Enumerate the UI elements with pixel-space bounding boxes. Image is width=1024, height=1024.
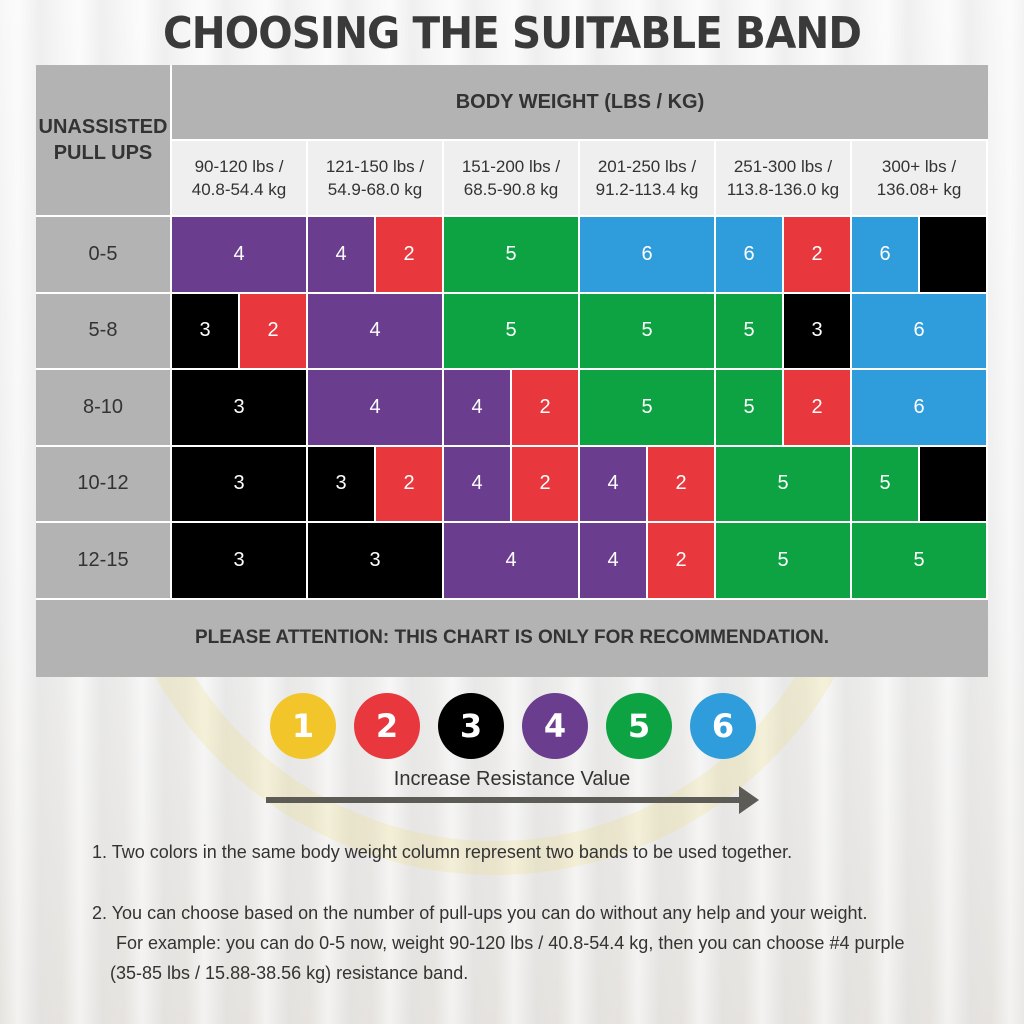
band-cell: 4 (580, 446, 646, 521)
band-cell: 4 (308, 217, 374, 292)
band-cell: 3 (308, 446, 374, 521)
column-header-weight-kg: 40.8-54.4 kg (191, 180, 287, 199)
band-cell: 4 (172, 217, 306, 292)
resistance-arrow-line (266, 797, 741, 803)
column-header-6: 300+ lbs / 136.08+ kg (852, 141, 986, 215)
note-2-line-3: (35-85 lbs / 15.88-38.56 kg) resistance … (110, 963, 469, 983)
column-header-weight-lbs: 201-250 lbs / (597, 157, 697, 176)
band-cell: 5 (444, 293, 578, 368)
band-cell: 5 (852, 446, 918, 521)
band-cell: 3 (308, 523, 442, 598)
band-cell: 3 (784, 293, 850, 368)
band-cell: 6 (852, 217, 918, 292)
legend-band-4: 4 (522, 693, 588, 759)
note-2-line-2: For example: you can do 0-5 now, weight … (116, 933, 905, 953)
row-header-12-15: 12-15 (36, 523, 170, 598)
band-cell: 2 (512, 370, 578, 445)
band-cell (920, 217, 986, 292)
arrow-label: Increase Resistance Value (393, 768, 631, 790)
band-cell: 2 (512, 446, 578, 521)
band-cell: 5 (716, 293, 782, 368)
band-cell: 2 (784, 370, 850, 445)
legend-band-6: 6 (690, 693, 756, 759)
band-cell: 4 (444, 523, 578, 598)
band-cell: 2 (784, 217, 850, 292)
band-cell: 3 (172, 370, 306, 445)
legend-band-5: 5 (606, 693, 672, 759)
note-2-line-1: 2. You can choose based on the number of… (92, 903, 868, 923)
column-header-weight-kg: 68.5-90.8 kg (463, 180, 559, 199)
band-cell: 5 (852, 523, 986, 598)
band-cell: 6 (852, 370, 986, 445)
band-cell: 6 (716, 217, 782, 292)
band-cell: 6 (580, 217, 714, 292)
column-header-3: 151-200 lbs / 68.5-90.8 kg (444, 141, 578, 215)
column-header-4: 201-250 lbs / 91.2-113.4 kg (580, 141, 714, 215)
column-header-weight-lbs: 121-150 lbs / (325, 157, 425, 176)
column-header-1: 90-120 lbs / 40.8-54.4 kg (172, 141, 306, 215)
band-cell: 5 (580, 293, 714, 368)
column-header-weight-kg: 136.08+ kg (876, 180, 962, 199)
row-header-10-12: 10-12 (36, 446, 170, 521)
band-cell: 2 (648, 446, 714, 521)
page-title: CHOOSING THE SUITABLE BAND (162, 8, 862, 59)
legend-band-1: 1 (270, 693, 336, 759)
band-cell: 3 (172, 293, 238, 368)
row-header-0-5: 0-5 (36, 217, 170, 292)
column-header-weight-lbs: 251-300 lbs / (733, 157, 833, 176)
band-cell: 2 (376, 217, 442, 292)
band-cell: 4 (308, 370, 442, 445)
row-header-5-8: 5-8 (36, 293, 170, 368)
column-header: BODY WEIGHT (LBS / KG) (172, 65, 988, 139)
resistance-arrow-head-icon (739, 786, 759, 814)
band-cell: 3 (172, 523, 306, 598)
legend-band-2: 2 (354, 693, 420, 759)
band-cell: 4 (444, 446, 510, 521)
recommendation-note: PLEASE ATTENTION: THIS CHART IS ONLY FOR… (36, 599, 988, 677)
band-cell: 2 (648, 523, 714, 598)
band-cell: 5 (444, 217, 578, 292)
column-header-2: 121-150 lbs / 54.9-68.0 kg (308, 141, 442, 215)
band-cell: 5 (580, 370, 714, 445)
band-cell: 5 (716, 523, 850, 598)
band-cell: 6 (852, 293, 986, 368)
row-header: UNASSISTED PULL UPS (36, 65, 170, 215)
column-header-weight-lbs: 300+ lbs / (881, 157, 957, 176)
band-cell (920, 446, 986, 521)
column-header-weight-kg: 113.8-136.0 kg (726, 180, 840, 199)
band-cell: 5 (716, 446, 850, 521)
column-header-weight-kg: 54.9-68.0 kg (327, 180, 423, 199)
column-header-weight-kg: 91.2-113.4 kg (595, 180, 699, 199)
band-cell: 4 (580, 523, 646, 598)
column-header-5: 251-300 lbs / 113.8-136.0 kg (716, 141, 850, 215)
band-cell: 2 (376, 446, 442, 521)
column-header-weight-lbs: 90-120 lbs / (194, 157, 284, 176)
legend-band-3: 3 (438, 693, 504, 759)
band-chart-table: UNASSISTED PULL UPS BODY WEIGHT (LBS / K… (36, 65, 988, 677)
note-1: 1. Two colors in the same body weight co… (92, 842, 793, 862)
row-header-8-10: 8-10 (36, 370, 170, 445)
band-cell: 4 (308, 293, 442, 368)
band-cell: 5 (716, 370, 782, 445)
band-cell: 2 (240, 293, 306, 368)
band-cell: 3 (172, 446, 306, 521)
column-header-weight-lbs: 151-200 lbs / (461, 157, 561, 176)
band-cell: 4 (444, 370, 510, 445)
